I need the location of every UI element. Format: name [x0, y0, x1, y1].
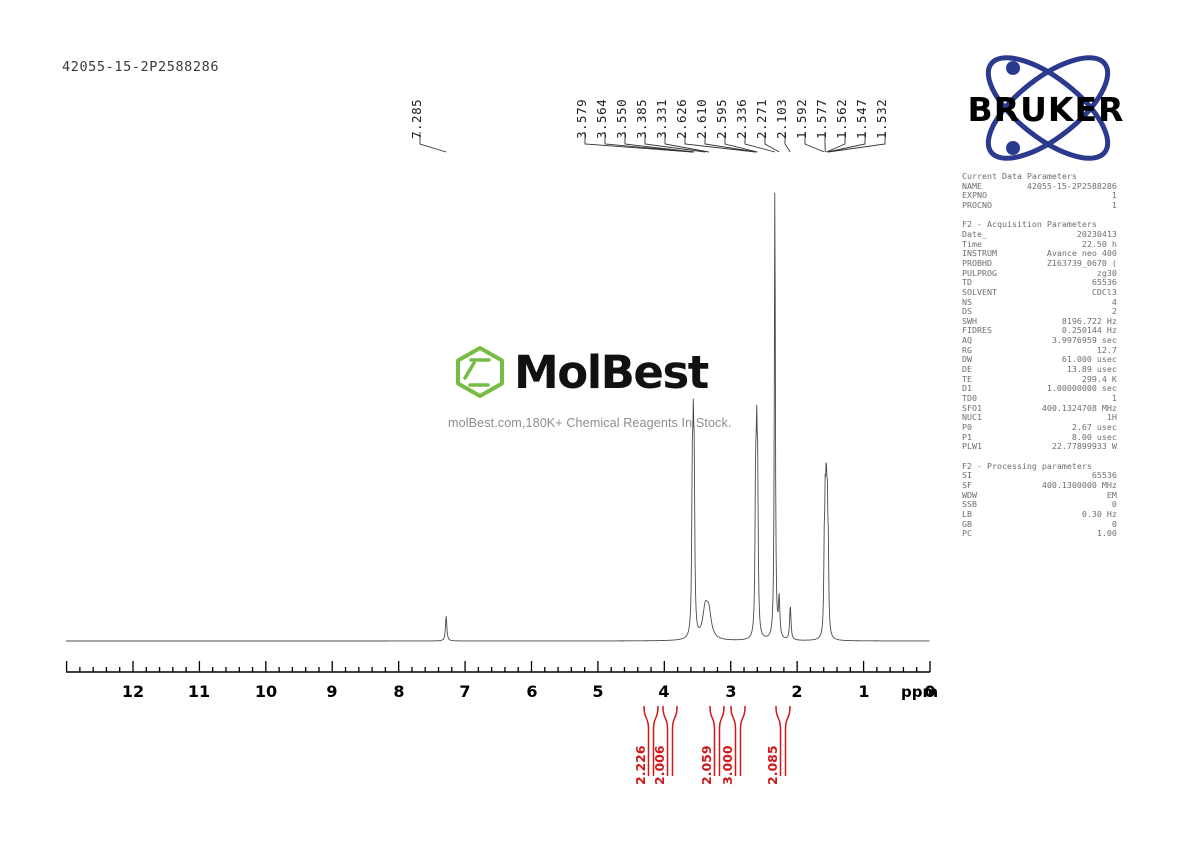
parameter-row: DE 13.89 usec	[962, 364, 1117, 375]
parameter-row: SF 400.1300000 MHz	[962, 479, 1117, 490]
parameter-row: PROCNO 1	[962, 199, 1117, 210]
axis-tick-label: 0	[924, 682, 936, 701]
axis-unit-label: ppm	[901, 683, 939, 701]
axis-tick-label: 10	[254, 682, 278, 701]
parameter-row: PULPROG zg30	[962, 267, 1117, 278]
parameter-row: PLW1 22.77899933 W	[962, 441, 1117, 452]
parameter-row: DS 2	[962, 306, 1117, 317]
axis-tick-label: 12	[121, 682, 145, 701]
parameter-section-header: F2 - Acquisition Parameters	[962, 219, 1097, 230]
axis-tick-label: 6	[526, 682, 538, 701]
parameter-section-header: Current Data Parameters	[962, 171, 1077, 181]
parameter-row: SSB 0	[962, 499, 1117, 510]
sample-id-label: 42055-15-2P2588286	[62, 59, 220, 75]
parameter-row: SFO1 400.1324708 MHz	[962, 402, 1117, 413]
parameter-row: NUC1 1H	[962, 412, 1117, 423]
parameter-row: PC 1.00	[962, 528, 1117, 539]
parameter-row: PROBHD Z163739_0670 (	[962, 257, 1117, 268]
parameter-row: LB 0.30 Hz	[962, 508, 1117, 519]
bruker-atom-icon	[985, 55, 1111, 161]
parameter-row: INSTRUM Avance neo 400	[962, 248, 1117, 259]
parameter-row: EXPNO 1	[962, 190, 1117, 201]
parameter-row: SWH 8196.722 Hz	[962, 315, 1117, 326]
parameter-row: TD0 1	[962, 393, 1117, 404]
parameter-row: FIDRES 0.250144 Hz	[962, 325, 1117, 336]
axis-tick-label: 8	[393, 682, 405, 701]
parameter-row: Date_ 20230413	[962, 228, 1117, 239]
parameter-section-header: F2 - Processing parameters	[962, 460, 1092, 471]
axis-tick-label: 11	[187, 682, 211, 701]
parameter-row: NS 4	[962, 296, 1117, 307]
axis-tick-label: 2	[791, 682, 803, 701]
parameter-row: GB 0	[962, 518, 1117, 529]
parameter-row: SI 65536	[962, 470, 1117, 481]
integral-value-label: 2.226	[633, 745, 648, 785]
parameter-row: SOLVENT CDCl3	[962, 286, 1117, 297]
integral-value-label: 2.059	[699, 745, 714, 785]
parameter-row: AQ 3.9976959 sec	[962, 335, 1117, 346]
parameter-row: TE 299.4 K	[962, 373, 1117, 384]
acquisition-parameter-block: Current Data Parameters NAME 42055-15-2P2…	[962, 171, 1137, 539]
axis-tick-label: 7	[459, 682, 471, 701]
axis-tick-label: 5	[592, 682, 604, 701]
parameter-row: WDW EM	[962, 489, 1117, 500]
axis-tick-label: 3	[725, 682, 737, 701]
bruker-wordmark: BRUKER	[968, 90, 1125, 129]
parameter-row: NAME 42055-15-2P2588286	[962, 180, 1117, 191]
integral-value-label: 2.085	[765, 745, 780, 785]
axis-tick-label: 1	[858, 682, 870, 701]
parameter-row: DW 61.000 usec	[962, 354, 1117, 365]
integral-value-label: 2.006	[652, 745, 667, 785]
parameter-row: TD 65536	[962, 277, 1117, 288]
parameter-row: RG 12.7	[962, 344, 1117, 355]
integral-value-label: 3.000	[720, 745, 735, 785]
parameter-row: D1 1.00000000 sec	[962, 383, 1117, 394]
bruker-logo: BRUKER	[958, 52, 1138, 164]
axis-tick-label: 9	[326, 682, 338, 701]
axis-tick-label: 4	[658, 682, 670, 701]
parameter-row: P1 8.00 usec	[962, 431, 1117, 442]
parameter-row: Time 22.50 h	[962, 238, 1117, 249]
parameter-row: P0 2.67 usec	[962, 422, 1117, 433]
